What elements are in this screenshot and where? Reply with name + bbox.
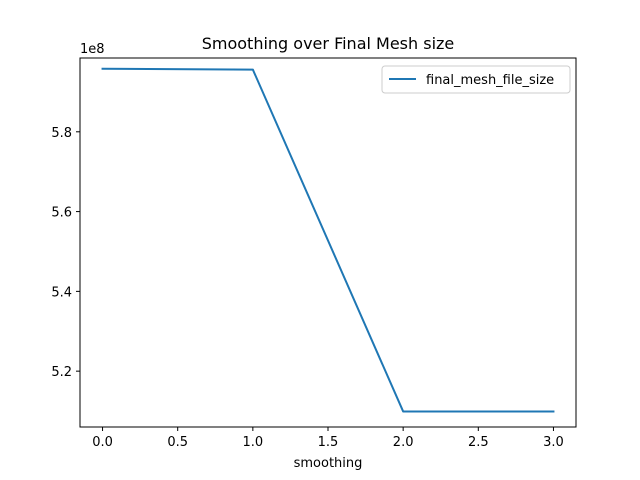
y-tick-label: 5.2 [51,365,72,380]
y-tick-label: 5.8 [51,126,72,141]
x-axis-label: smoothing [294,456,363,471]
x-axis-ticks: 0.0 0.5 1.0 1.5 2.0 2.5 3.0 [92,427,564,450]
legend: final_mesh_file_size [381,65,571,94]
series-layer [101,67,555,413]
x-tick-label: 2.5 [468,435,489,450]
y-tick-label: 5.6 [51,206,72,221]
x-tick-label: 3.0 [543,435,564,450]
y-tick-label: 5.4 [51,285,72,300]
legend-box [381,65,571,94]
x-tick-label: 1.5 [318,435,339,450]
y-offset-label: 1e8 [80,42,105,57]
y-axis-ticks: 5.2 5.4 5.6 5.8 [51,126,80,380]
series-line-final_mesh_file_size [101,67,555,413]
x-tick-label: 0.0 [92,435,113,450]
legend-entry-label: final_mesh_file_size [426,73,554,88]
x-tick-label: 0.5 [167,435,188,450]
chart-title: Smoothing over Final Mesh size [202,34,455,53]
x-tick-label: 1.0 [243,435,264,450]
x-tick-label: 2.0 [393,435,414,450]
plot-frame [79,57,577,428]
